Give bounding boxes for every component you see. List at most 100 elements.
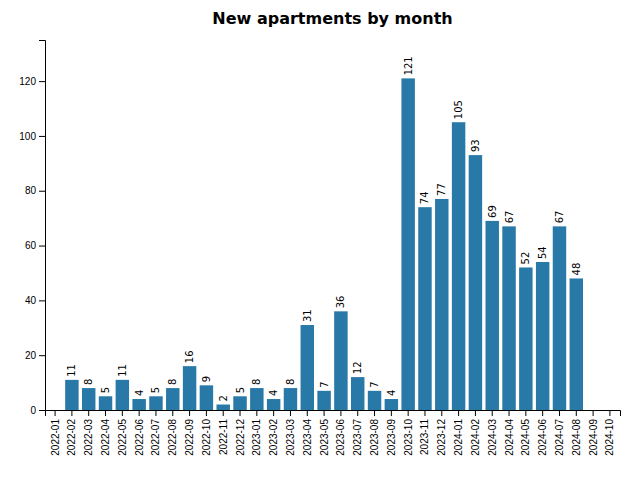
bar [553,226,566,410]
x-tick-mark [441,410,442,416]
x-tick-mark [290,410,291,416]
x-tick-mark [593,410,594,416]
bar [82,388,95,410]
x-tick: 2023-12 [436,410,447,456]
data-label: 31 [302,309,313,322]
x-tick-mark [256,410,257,416]
x-tick: 2022-11 [218,410,229,455]
y-tick-mark [39,191,45,192]
x-tick: 2024-10 [604,410,615,456]
y-tick-mark [39,355,45,356]
y-tick-label: 100 [19,131,36,142]
data-label: 4 [386,390,397,396]
x-tick-mark [609,410,610,416]
x-tick-label: 2023-10 [403,419,414,456]
x-tick-mark [357,410,358,416]
bar [334,311,347,410]
y-axis: 020406080100120 [19,41,45,416]
x-tick-mark [88,410,89,416]
x-tick: 2024-08 [571,410,582,456]
x-tick: 2023-11 [419,410,430,455]
bar [132,399,145,410]
bar [351,377,364,410]
y-tick-mark [39,300,45,301]
data-label: 5 [150,387,161,393]
x-tick-label: 2022-05 [117,419,128,456]
y-tick: 20 [25,350,45,361]
x-tick: 2023-07 [352,410,363,456]
bar [452,122,465,410]
x-tick: 2024-09 [588,410,599,456]
x-tick-mark [374,410,375,416]
x-tick-label: 2023-07 [352,419,363,456]
bar [469,155,482,410]
x-tick-mark [458,410,459,416]
data-label: 54 [537,246,548,259]
x-tick-mark [324,410,325,416]
x-tick-mark [340,410,341,416]
data-label: 2 [218,395,229,401]
bar [385,399,398,410]
y-tick-label: 60 [25,240,37,251]
data-label: 4 [134,390,145,396]
x-tick: 2022-12 [235,410,246,456]
data-label: 11 [117,364,128,377]
x-tick-label: 2023-12 [436,419,447,456]
bar [401,78,414,410]
x-tick-label: 2024-06 [537,419,548,456]
data-label: 16 [184,350,195,363]
x-tick: 2023-09 [386,410,397,456]
bar [418,207,431,410]
x-tick-mark [105,410,106,416]
x-tick-mark [273,410,274,416]
bar [536,262,549,410]
data-label: 7 [319,381,330,387]
x-tick-mark [223,410,224,416]
x-tick-mark [391,410,392,416]
data-label: 4 [268,390,279,396]
bar [603,410,616,411]
x-tick: 2024-06 [537,410,548,456]
y-tick-mark [39,246,45,247]
data-label: 77 [436,183,447,196]
y-tick-mark [39,410,45,411]
x-tick: 2024-03 [487,410,498,456]
data-label: 5 [100,387,111,393]
plot: 0204060801001202022-012022-022022-032022… [19,41,620,456]
bar [48,410,61,411]
data-label: 8 [167,379,178,385]
x-tick-label: 2022-11 [218,419,229,455]
data-label: 67 [554,211,565,224]
y-tick-mark [39,81,45,82]
y-tick-label: 80 [25,185,37,196]
x-tick: 2022-06 [134,410,145,456]
bar [250,388,263,410]
bar [586,410,599,411]
data-label: 105 [453,100,464,119]
x-tick-label: 2022-09 [184,419,195,456]
bars [65,78,583,410]
x-tick-label: 2024-08 [571,419,582,456]
x-tick-mark [492,410,493,416]
y-tick-label: 20 [25,350,37,361]
bar [200,385,213,410]
x-tick-label: 2024-07 [554,419,565,456]
x-tick-mark [559,410,560,416]
data-label: 5 [235,387,246,393]
x-tick-mark [122,410,123,416]
bar [166,388,179,410]
bar [435,199,448,410]
bar [368,391,381,410]
bar [233,396,246,410]
x-tick-label: 2023-04 [302,419,313,456]
y-tick-label: 0 [30,405,36,416]
x-tick: 2022-01 [50,410,61,456]
chart: 0204060801001202022-012022-022022-032022… [0,0,640,480]
x-tick-label: 2023-01 [251,419,262,456]
bar [149,396,162,410]
x-tick: 2023-01 [251,410,262,456]
x-tick-mark [240,410,241,416]
x-tick-mark [509,410,510,416]
data-label: 12 [352,361,363,374]
x-tick: 2022-07 [150,410,161,456]
